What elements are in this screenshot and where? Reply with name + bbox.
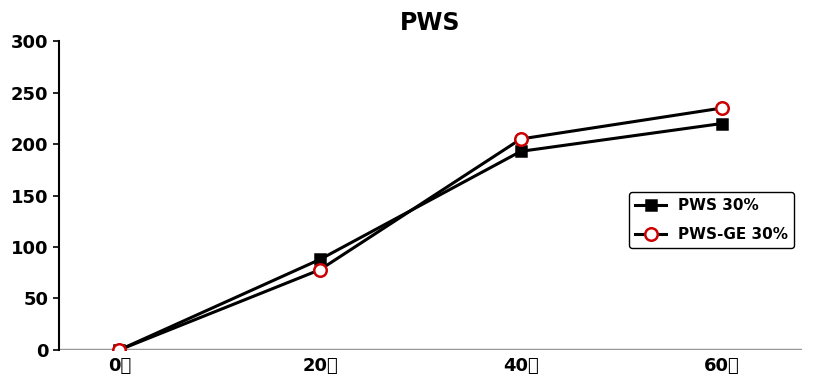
Legend: PWS 30%, PWS-GE 30%: PWS 30%, PWS-GE 30% [629, 192, 794, 248]
PWS 30% [516, 149, 526, 154]
Line: PWS 30%: PWS 30% [115, 119, 727, 355]
PWS 30% [115, 348, 124, 352]
PWS 30% [717, 121, 727, 126]
PWS-GE 30% [717, 106, 727, 110]
PWS-GE 30% [115, 348, 124, 352]
PWS 30% [315, 257, 325, 262]
PWS-GE 30% [315, 267, 325, 272]
Line: PWS-GE 30%: PWS-GE 30% [113, 102, 728, 356]
Title: PWS: PWS [400, 11, 461, 35]
PWS-GE 30% [516, 137, 526, 141]
